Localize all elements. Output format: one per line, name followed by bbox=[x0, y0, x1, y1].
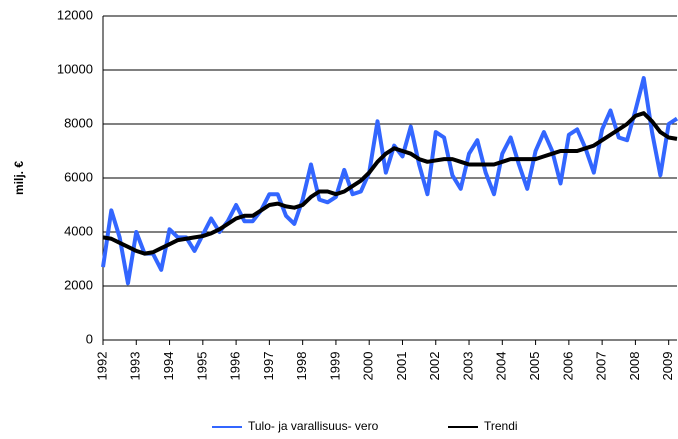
x-tick-label: 2000 bbox=[361, 352, 376, 381]
x-tick-label: 1994 bbox=[161, 352, 176, 381]
x-tick-label: 1996 bbox=[228, 352, 243, 381]
x-tick-label: 2006 bbox=[560, 352, 575, 381]
y-tick-label: 0 bbox=[86, 331, 93, 346]
series-line bbox=[102, 111, 678, 256]
y-tick-label: 12000 bbox=[57, 7, 93, 22]
y-tick-label: 2000 bbox=[64, 277, 93, 292]
x-tick-label: 2001 bbox=[394, 352, 409, 381]
x-tick-label: 1997 bbox=[261, 352, 276, 381]
x-tick-label: 1999 bbox=[327, 352, 342, 381]
x-tick-label: 1998 bbox=[294, 352, 309, 381]
y-tick-label: 10000 bbox=[57, 61, 93, 76]
x-tick-label: 2002 bbox=[427, 352, 442, 381]
series-line bbox=[101, 76, 678, 286]
legend-label: Trendi bbox=[484, 419, 518, 433]
x-tick-label: 1995 bbox=[194, 352, 209, 381]
x-tick-label: 1992 bbox=[94, 352, 109, 381]
x-tick-label: 2009 bbox=[660, 352, 675, 381]
x-tick-label: 2008 bbox=[627, 352, 642, 381]
legend-label: Tulo- ja varallisuus- vero bbox=[248, 419, 379, 433]
y-tick-label: 4000 bbox=[64, 223, 93, 238]
x-tick-label: 2005 bbox=[527, 352, 542, 381]
x-tick-label: 2004 bbox=[494, 352, 509, 381]
x-tick-label: 2007 bbox=[594, 352, 609, 381]
y-tick-label: 6000 bbox=[64, 169, 93, 184]
y-axis-title: milj. € bbox=[12, 161, 26, 195]
y-tick-label: 8000 bbox=[64, 115, 93, 130]
x-tick-label: 1993 bbox=[128, 352, 143, 381]
x-tick-label: 2003 bbox=[460, 352, 475, 381]
